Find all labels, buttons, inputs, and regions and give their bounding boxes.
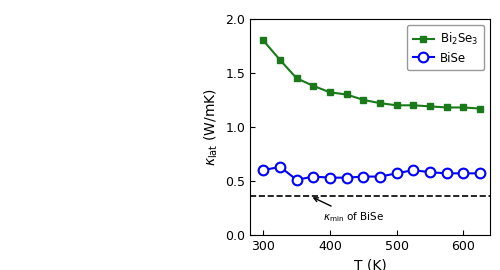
BiSe (394, 172, 400, 175)
BiSe (327, 176, 333, 179)
Bi$_2$Se$_3$ (260, 39, 266, 42)
BiSe (460, 172, 466, 175)
Bi$_2$Se$_3$ (410, 104, 416, 107)
BiSe (477, 172, 483, 175)
Bi$_2$Se$_3$ (460, 106, 466, 109)
Bi$_2$Se$_3$ (294, 77, 300, 80)
Legend: Bi$_2$Se$_3$, BiSe: Bi$_2$Se$_3$, BiSe (407, 25, 484, 70)
BiSe (260, 168, 266, 172)
BiSe (427, 171, 433, 174)
Bi$_2$Se$_3$ (444, 106, 450, 109)
Y-axis label: $\kappa_{\mathrm{lat}}$ (W/mK): $\kappa_{\mathrm{lat}}$ (W/mK) (202, 88, 220, 166)
Line: Bi$_2$Se$_3$: Bi$_2$Se$_3$ (260, 37, 484, 112)
BiSe (344, 176, 349, 179)
Bi$_2$Se$_3$ (310, 84, 316, 87)
Bi$_2$Se$_3$ (394, 104, 400, 107)
Bi$_2$Se$_3$ (360, 98, 366, 102)
Bi$_2$Se$_3$ (477, 107, 483, 110)
BiSe (360, 175, 366, 178)
BiSe (294, 178, 300, 181)
Line: BiSe: BiSe (258, 162, 485, 185)
Bi$_2$Se$_3$ (377, 102, 383, 105)
BiSe (277, 165, 283, 168)
Bi$_2$Se$_3$ (327, 91, 333, 94)
BiSe (410, 168, 416, 172)
Text: $\kappa_{\mathrm{min}}$ of BiSe: $\kappa_{\mathrm{min}}$ of BiSe (314, 198, 384, 224)
X-axis label: T (K): T (K) (354, 258, 386, 270)
Bi$_2$Se$_3$ (344, 93, 349, 96)
Bi$_2$Se$_3$ (427, 105, 433, 108)
BiSe (444, 172, 450, 175)
BiSe (310, 175, 316, 178)
Bi$_2$Se$_3$ (277, 58, 283, 62)
BiSe (377, 175, 383, 178)
